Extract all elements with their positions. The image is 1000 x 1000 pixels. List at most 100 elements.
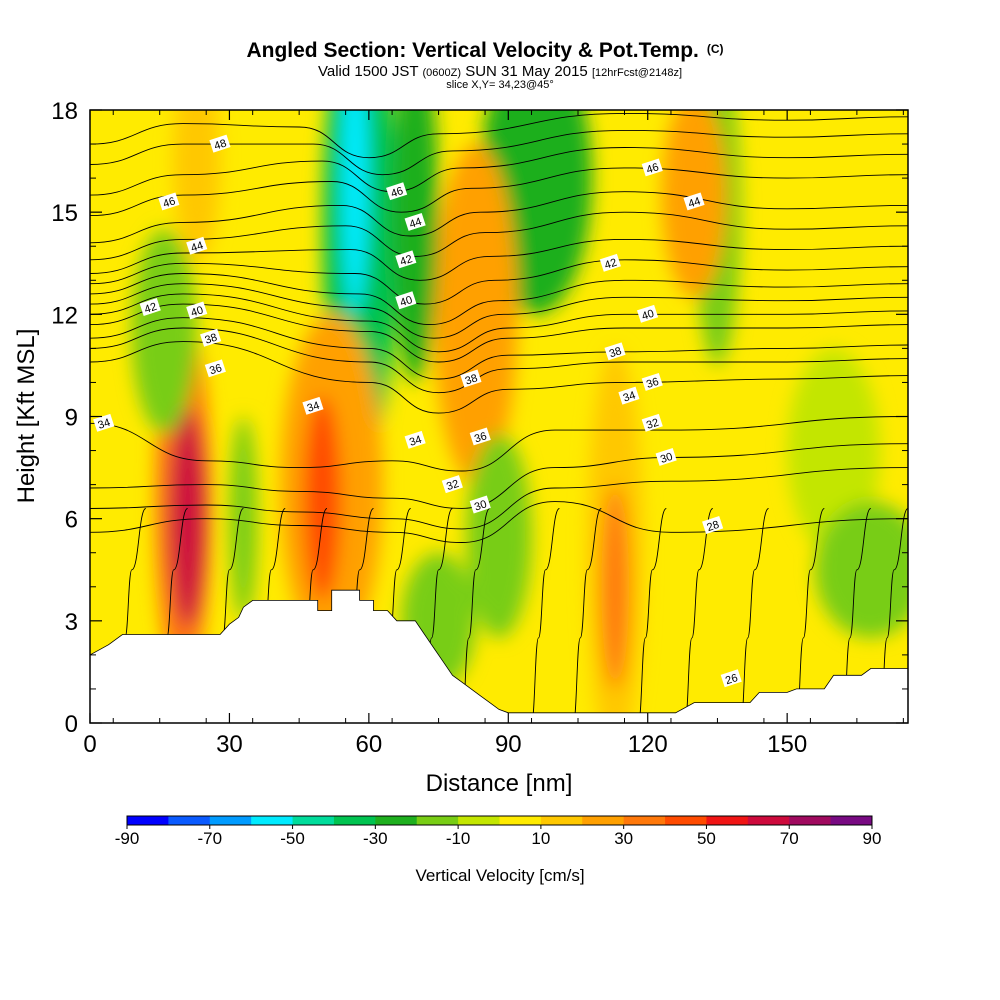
- velocity-field: [131, 110, 908, 723]
- colorbar-segment: [789, 816, 832, 825]
- colorbar-tick-label: -50: [280, 829, 305, 848]
- isentrope-label: 42: [139, 298, 161, 316]
- svg-text:46: 46: [389, 185, 404, 200]
- colorbar-segment: [540, 816, 583, 825]
- colorbar-tick-label: 30: [614, 829, 633, 848]
- y-tick-label: 6: [65, 507, 78, 534]
- colorbar-tick-label: 50: [697, 829, 716, 848]
- colorbar-segment: [665, 816, 707, 825]
- isentrope-label: 46: [158, 192, 180, 210]
- isentrope-line: [90, 211, 908, 261]
- isentrope-label: 34: [93, 413, 115, 432]
- isentrope-label: 46: [386, 182, 408, 200]
- colorbar-segment: [416, 816, 459, 825]
- terrain-profile: [90, 589, 908, 723]
- svg-text:30: 30: [473, 498, 488, 513]
- svg-text:34: 34: [622, 389, 637, 404]
- isentrope-label: 26: [720, 669, 742, 687]
- svg-text:36: 36: [473, 430, 488, 445]
- svg-text:40: 40: [399, 294, 414, 309]
- valid-date: SUN 31 May 2015: [465, 63, 588, 80]
- isentrope-line: [572, 508, 602, 723]
- svg-text:40: 40: [640, 308, 655, 323]
- isentrope-label: 34: [404, 430, 426, 449]
- isentrope-line: [90, 341, 908, 414]
- colorbar-frame: [126, 815, 873, 826]
- velocity-cell: [392, 110, 439, 383]
- y-tick-label: 12: [51, 302, 78, 329]
- chart-title: Angled Section: Vertical Velocity & Pot.…: [246, 39, 723, 62]
- svg-text:32: 32: [445, 478, 460, 493]
- svg-text:28: 28: [705, 519, 720, 534]
- colorbar-segment: [209, 816, 252, 825]
- colorbar-segment: [623, 816, 666, 825]
- y-tick-label: 0: [65, 711, 78, 738]
- svg-text:44: 44: [190, 240, 205, 255]
- isentrope-line: [90, 283, 908, 339]
- isentrope-line: [90, 467, 908, 530]
- colorbar-tick-label: 70: [780, 829, 799, 848]
- colorbar-tick-label: 90: [863, 829, 882, 848]
- x-tick-label: 60: [356, 731, 383, 758]
- colorbar-segment: [458, 816, 500, 825]
- x-tick-label: 90: [495, 731, 522, 758]
- svg-text:30: 30: [659, 451, 674, 466]
- isentrope-label: 38: [460, 369, 482, 388]
- isentrope-label: 30: [655, 447, 677, 466]
- x-axis-label: Distance [nm]: [426, 770, 573, 797]
- isentrope-label: 44: [186, 236, 208, 255]
- isentrope-label: 38: [604, 342, 626, 360]
- isentrope-line: [90, 317, 908, 380]
- isentrope-line: [740, 508, 770, 723]
- y-axis-label: Height [Kft MSL]: [13, 329, 40, 504]
- svg-text:26: 26: [724, 672, 739, 687]
- svg-text:42: 42: [399, 253, 414, 268]
- x-tick-label: 30: [216, 731, 243, 758]
- svg-text:34: 34: [408, 434, 423, 449]
- isentrope-label: 40: [395, 291, 417, 309]
- colorbar-segment: [499, 816, 542, 825]
- svg-text:32: 32: [645, 417, 660, 432]
- isentrope-label: 42: [395, 250, 417, 268]
- isentrope-line: [90, 112, 908, 159]
- isentrope-line: [531, 508, 560, 723]
- colorbar-segment: [292, 816, 335, 825]
- plot-area: 48 46 44 42 40 38 36 34 46 44 42 40 38 34 34 36 32 30 46 44…: [90, 110, 908, 723]
- colorbar-segment: [830, 816, 873, 825]
- isentrope-line: [90, 167, 908, 217]
- chart-subtitle: Valid 1500 JST (0600Z) SUN 31 May 2015 […: [318, 63, 682, 80]
- isentrope-label: 44: [683, 192, 705, 210]
- valid-time: Valid 1500 JST: [318, 63, 418, 80]
- x-tick-label: 150: [767, 731, 807, 758]
- isentrope-line: [90, 416, 908, 472]
- colorbar-segment: [251, 816, 294, 825]
- colorbar-tick-label: -10: [446, 829, 471, 848]
- colorbar-tick-label: -90: [115, 829, 140, 848]
- svg-text:36: 36: [645, 376, 660, 391]
- colorbar-tick-label: 10: [531, 829, 550, 848]
- svg-text:44: 44: [408, 216, 423, 231]
- colorbar-segment: [127, 816, 169, 825]
- colorbar-segment: [168, 816, 211, 825]
- isentrope-label: 34: [618, 386, 640, 405]
- velocity-cell: [131, 229, 197, 434]
- y-tick-label: 9: [65, 405, 78, 432]
- velocity-cell: [173, 110, 221, 264]
- y-tick-label: 18: [51, 98, 78, 125]
- colorbar-tick-label: -70: [197, 829, 222, 848]
- isentrope-label: 36: [204, 359, 226, 377]
- isentrope-labels: 48 46 44 42 40 38 36 34 46 44 42 40 38 34 34 36 32 30 46 44…: [93, 134, 742, 687]
- svg-text:42: 42: [143, 301, 158, 316]
- isentrope-label: 40: [636, 304, 659, 323]
- y-tick-label: 3: [65, 609, 78, 636]
- isentrope-label: 32: [641, 413, 663, 432]
- isentrope-label: 46: [641, 158, 663, 176]
- velocity-cell: [787, 348, 881, 553]
- slice-info: slice X,Y= 34,23@45°: [446, 79, 554, 91]
- colorbar: -90 -70 -50 -30 -10 10 30 50 70 90: [115, 815, 882, 848]
- velocity-cell: [169, 409, 207, 628]
- isentrope-line: [90, 273, 908, 326]
- svg-text:40: 40: [190, 304, 205, 319]
- isentrope-line: [796, 508, 825, 723]
- velocity-cell: [433, 144, 518, 485]
